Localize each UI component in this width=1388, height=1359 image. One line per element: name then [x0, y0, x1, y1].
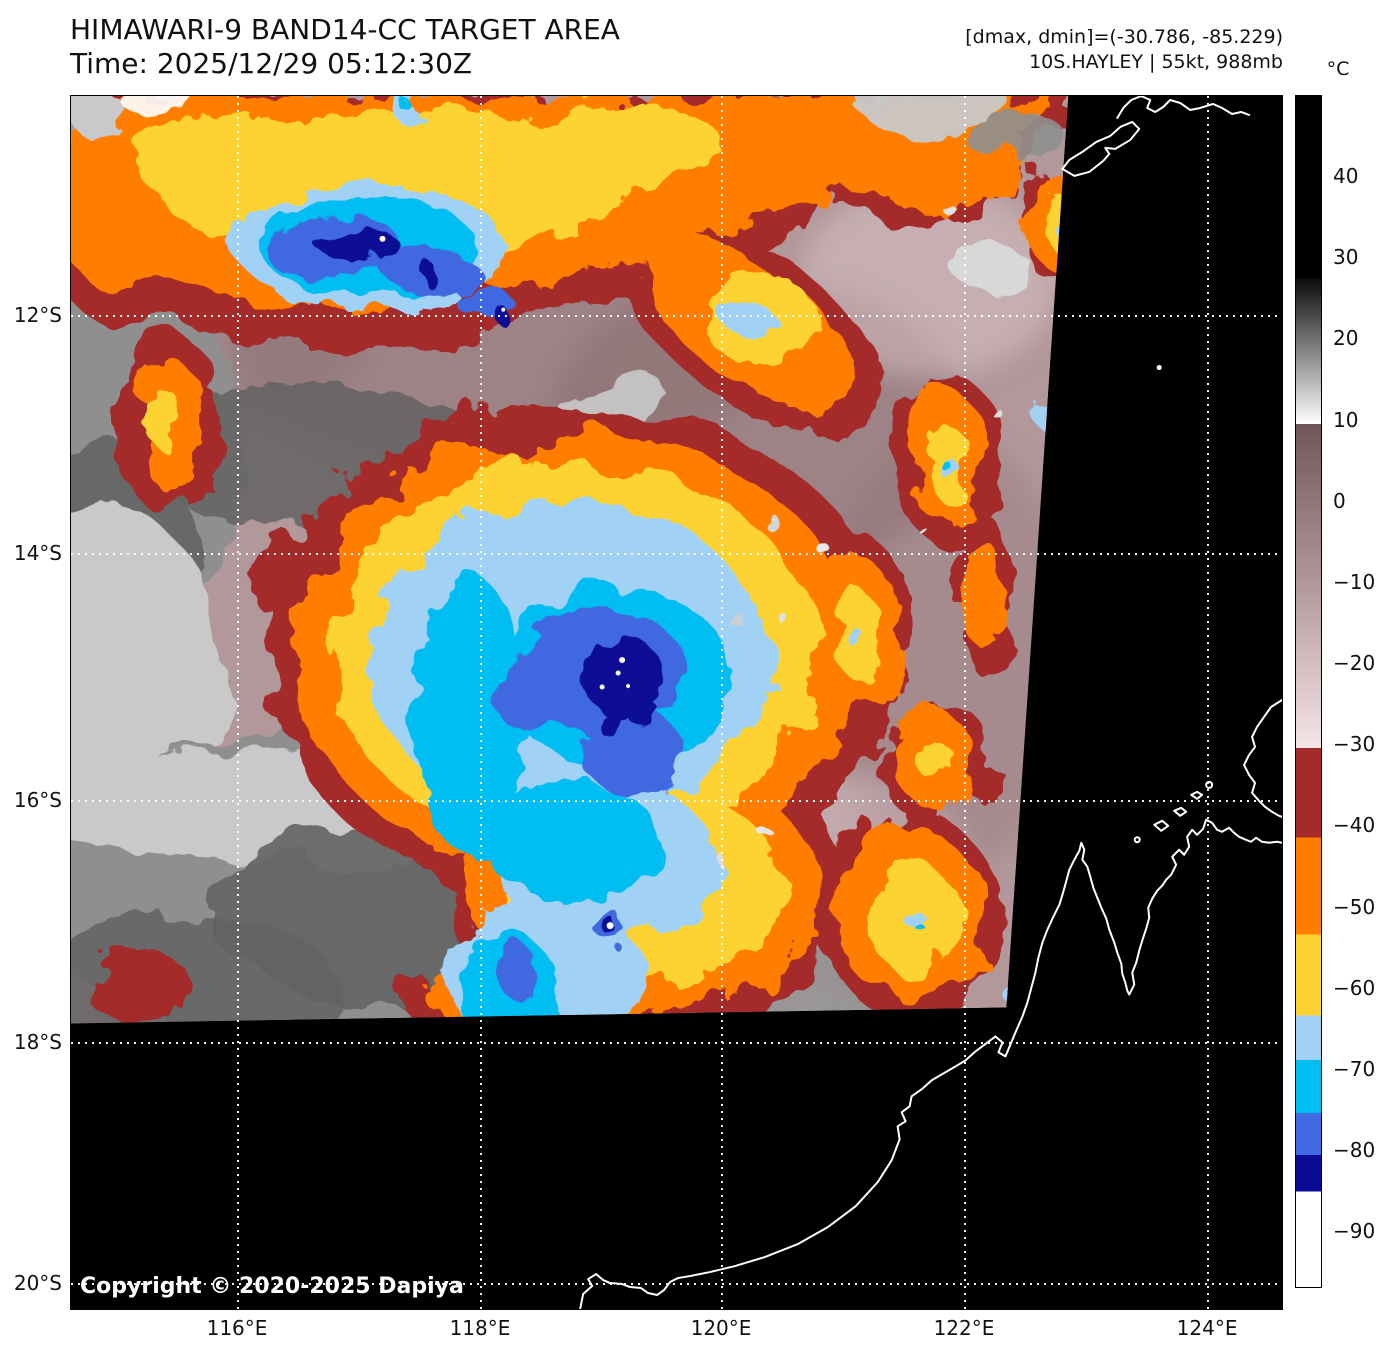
- islets: [1153, 790, 1204, 832]
- coastlines: [579, 96, 1282, 1309]
- islet-dot-2: [1133, 836, 1141, 844]
- colorbar-tick-label: −50: [1333, 894, 1376, 919]
- gridline-meridian: [479, 96, 482, 1309]
- x-tick-label: 120°E: [690, 1316, 752, 1340]
- colorbar-tick-label: −10: [1333, 569, 1376, 594]
- overlay-gray-cloud-layer: [71, 96, 1065, 860]
- coastline-timor: [1061, 120, 1141, 177]
- gridline-meridian: [721, 96, 724, 1309]
- x-tick-label: 116°E: [206, 1316, 268, 1340]
- gridline-parallel: [71, 315, 1282, 318]
- y-tick-label: 16°S: [13, 787, 62, 812]
- gridline-parallel: [71, 553, 1282, 556]
- gridline-meridian: [963, 96, 966, 1309]
- colorbar-tick-label: 10: [1333, 407, 1359, 432]
- copyright-label: Copyright © 2020-2025 Dapiya: [80, 1274, 464, 1299]
- colorbar-tick-label: −20: [1333, 651, 1376, 676]
- overshoot-white-specks: [379, 235, 631, 930]
- colorbar: [1295, 95, 1322, 1288]
- header-annotations: [dmax, dmin]=(-30.786, -85.229) 10S.HAYL…: [860, 25, 1283, 75]
- gridline-parallel: [71, 799, 1282, 802]
- colorbar-tick-label: −40: [1333, 813, 1376, 838]
- data-swath: [71, 96, 1069, 1024]
- colorbar-tick-label: 30: [1333, 245, 1359, 270]
- gridline-meridian: [1207, 96, 1210, 1309]
- x-tick-label: 118°E: [449, 1316, 511, 1340]
- satellite-image: [71, 96, 1282, 1309]
- coldest-navy-layer: [316, 229, 661, 935]
- colorbar-tick-label: 20: [1333, 326, 1359, 351]
- coastline-gulf-fragment: [1243, 699, 1282, 818]
- coastline-top-fragment: [1116, 96, 1251, 119]
- colorbar-tick-label: −60: [1333, 975, 1376, 1000]
- page-title: HIMAWARI-9 BAND14-CC TARGET AREA: [70, 13, 620, 46]
- storm-label: 10S.HAYLEY | 55kt, 988mb: [1029, 51, 1283, 73]
- island-dot: [1156, 365, 1162, 371]
- colorbar-tick-label: −70: [1333, 1056, 1376, 1081]
- time-label: Time: 2025/12/29 05:12:30Z: [70, 47, 473, 80]
- x-tick-label: 124°E: [1176, 1316, 1238, 1340]
- x-tick-label: 122°E: [933, 1316, 995, 1340]
- gridline-parallel: [71, 1282, 1282, 1285]
- colorbar-tick-label: −80: [1333, 1138, 1376, 1163]
- gridline-parallel: [71, 1041, 1282, 1044]
- colorbar-tick-label: 40: [1333, 164, 1359, 189]
- dmax-dmin-label: [dmax, dmin]=(-30.786, -85.229): [965, 26, 1283, 48]
- colorbar-tick-label: 0: [1333, 488, 1346, 513]
- coastline-australia: [579, 818, 1282, 1309]
- y-tick-label: 12°S: [13, 303, 62, 328]
- colorbar-tick-label: −30: [1333, 732, 1376, 757]
- y-tick-label: 14°S: [13, 541, 62, 566]
- map-plot-area: Copyright © 2020-2025 Dapiya: [70, 95, 1283, 1310]
- y-tick-label: 20°S: [13, 1270, 62, 1295]
- y-tick-label: 18°S: [13, 1029, 62, 1054]
- colorbar-gradient: [1296, 96, 1321, 1287]
- colorbar-unit-label: °C: [1326, 58, 1350, 80]
- islet-dot: [1205, 780, 1214, 789]
- gridline-meridian: [237, 96, 240, 1309]
- colorbar-tick-label: −90: [1333, 1219, 1376, 1244]
